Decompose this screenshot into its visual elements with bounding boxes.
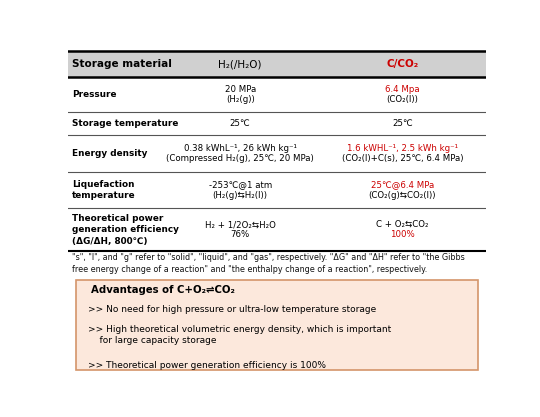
Text: -253℃@1 atm: -253℃@1 atm — [208, 181, 272, 189]
Text: Liquefaction
temperature: Liquefaction temperature — [72, 180, 136, 200]
Text: Pressure: Pressure — [72, 90, 116, 99]
Bar — [68, 51, 486, 77]
Text: >> High theoretical volumetric energy density, which is important
    for large : >> High theoretical volumetric energy de… — [87, 324, 391, 345]
Text: 25℃@6.4 MPa: 25℃@6.4 MPa — [370, 181, 434, 189]
Text: "s", "l", and "g" refer to "solid", "liquid", and "gas", respectively. "ΔG" and : "s", "l", and "g" refer to "solid", "liq… — [72, 253, 464, 274]
Text: >> Theoretical power generation efficiency is 100%: >> Theoretical power generation efficien… — [87, 361, 326, 369]
Text: (CO₂(g)⇆CO₂(l)): (CO₂(g)⇆CO₂(l)) — [368, 191, 436, 200]
Text: H₂ + 1/2O₂⇆H₂O: H₂ + 1/2O₂⇆H₂O — [205, 220, 275, 229]
Text: C/CO₂: C/CO₂ — [386, 59, 418, 69]
Text: Storage temperature: Storage temperature — [72, 119, 178, 128]
Text: >> No need for high pressure or ultra-low temperature storage: >> No need for high pressure or ultra-lo… — [87, 305, 376, 314]
Text: 25℃: 25℃ — [230, 119, 251, 128]
Text: Theoretical power
generation efficiency
(ΔG/ΔH, 800℃): Theoretical power generation efficiency … — [72, 214, 179, 246]
Text: 76%: 76% — [231, 230, 250, 239]
Text: 100%: 100% — [390, 230, 415, 239]
Text: C + O₂⇆CO₂: C + O₂⇆CO₂ — [376, 220, 429, 229]
Text: Advantages of C+O₂⇌CO₂: Advantages of C+O₂⇌CO₂ — [91, 285, 234, 295]
Text: H₂(/H₂O): H₂(/H₂O) — [218, 59, 262, 69]
Text: 1.6 kWHL⁻¹, 2.5 kWh kg⁻¹: 1.6 kWHL⁻¹, 2.5 kWh kg⁻¹ — [347, 144, 458, 153]
Text: (Compressed H₂(g), 25℃, 20 MPa): (Compressed H₂(g), 25℃, 20 MPa) — [166, 154, 314, 163]
Text: (CO₂(l)+C(s), 25℃, 6.4 MPa): (CO₂(l)+C(s), 25℃, 6.4 MPa) — [342, 154, 463, 163]
Bar — [76, 280, 478, 369]
Text: (CO₂(l)): (CO₂(l)) — [386, 95, 418, 104]
Text: (H₂(g)⇆H₂(l)): (H₂(g)⇆H₂(l)) — [213, 191, 268, 200]
Text: 20 MPa: 20 MPa — [225, 85, 256, 94]
Text: Energy density: Energy density — [72, 149, 147, 158]
Text: 0.38 kWhL⁻¹, 26 kWh kg⁻¹: 0.38 kWhL⁻¹, 26 kWh kg⁻¹ — [184, 144, 296, 153]
Text: 6.4 Mpa: 6.4 Mpa — [385, 85, 420, 94]
Text: 25℃: 25℃ — [392, 119, 413, 128]
Text: (H₂(g)): (H₂(g)) — [226, 95, 254, 104]
Text: Storage material: Storage material — [72, 59, 172, 69]
